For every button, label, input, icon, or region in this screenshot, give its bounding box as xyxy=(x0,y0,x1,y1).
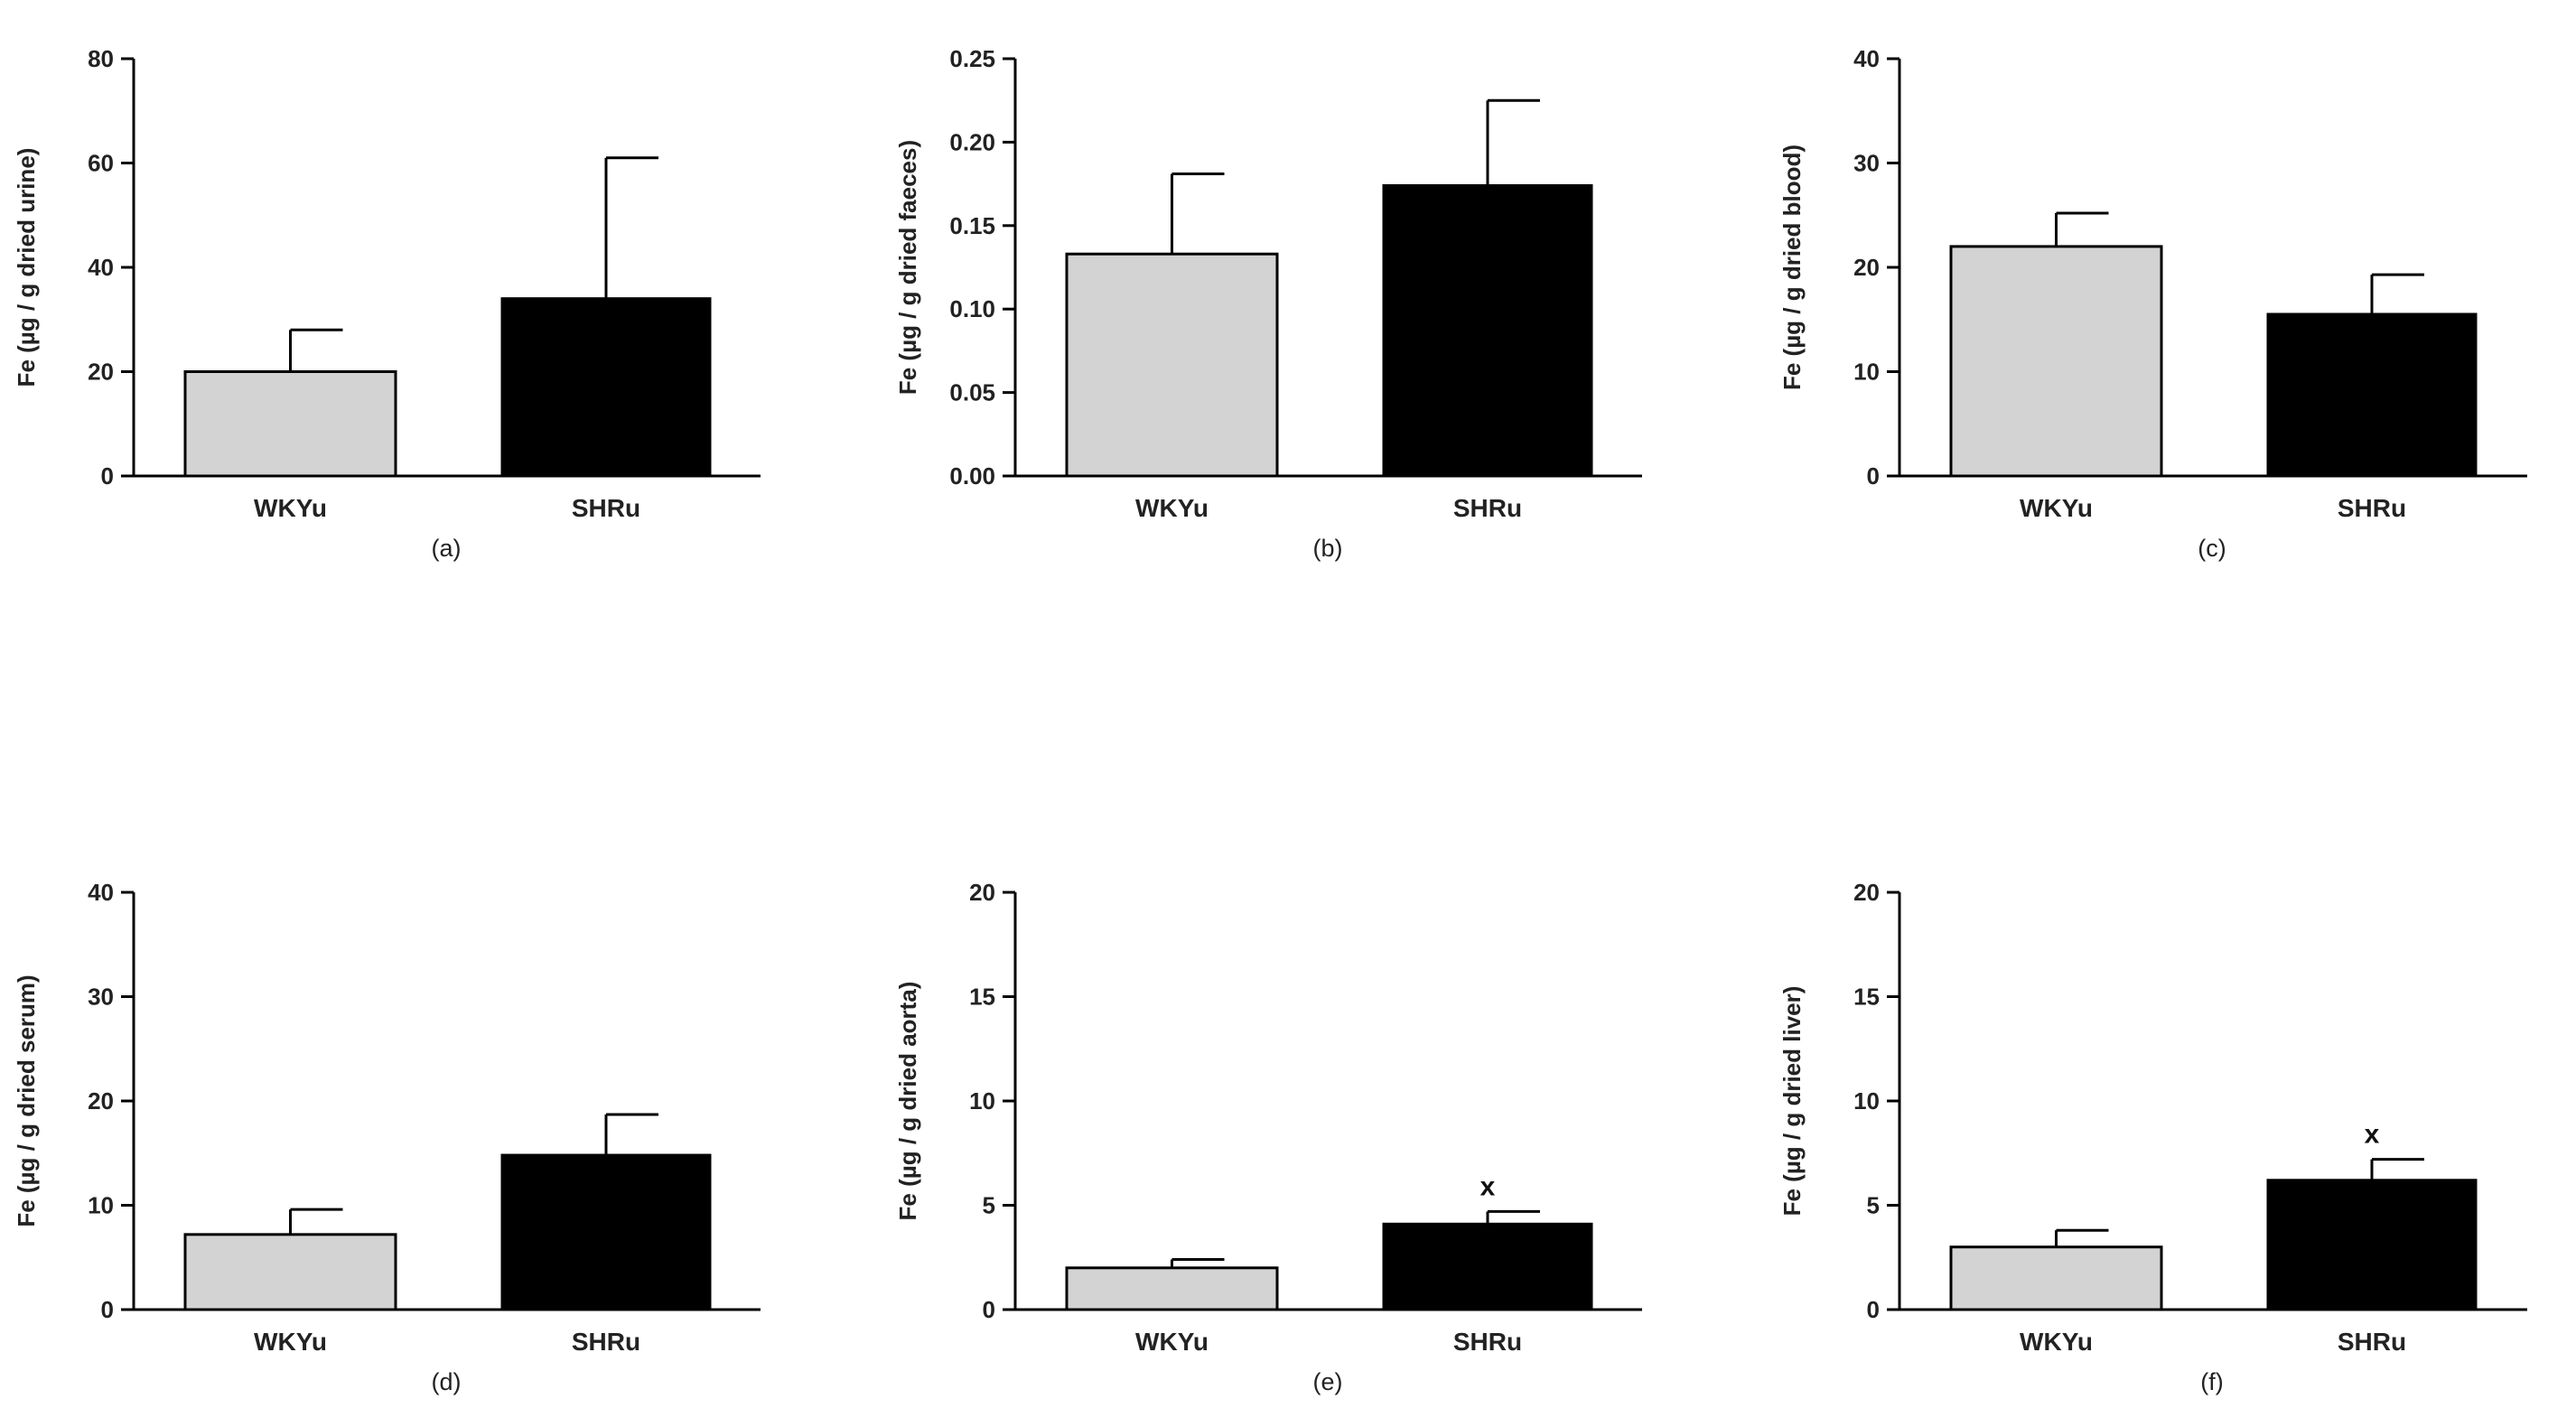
bar-wkyu xyxy=(1949,245,2163,478)
chart-panel-a: 0 20 40 60 80 Fe (µg / g dried urine) WKYu SHRu… xyxy=(13,45,761,562)
y-tick-label: 20 xyxy=(1853,254,1880,281)
x-tick-label: SHRu xyxy=(2338,1328,2406,1356)
significance-mark: x xyxy=(2365,1120,2380,1150)
y-tick-label: 30 xyxy=(1853,150,1880,177)
y-tick-label: 5 xyxy=(983,1192,995,1219)
bar-shru xyxy=(2266,1179,2478,1311)
y-tick-label: 0.25 xyxy=(949,45,995,72)
y-tick-label: 80 xyxy=(88,45,114,72)
bar-shru xyxy=(1382,1222,1593,1311)
y-axis-title: Fe (µg / g dried liver) xyxy=(1778,986,1806,1217)
y-tick-label: 30 xyxy=(88,984,114,1011)
y-tick-label: 10 xyxy=(969,1087,995,1115)
y-tick-label: 60 xyxy=(88,150,114,177)
chart-panel-b: 0.00 0.05 0.10 0.15 0.20 0.25 Fe (µg / g dried… xyxy=(894,45,1642,562)
bar-shru xyxy=(500,297,712,478)
y-tick-label: 20 xyxy=(1853,879,1880,906)
x-tick-label: SHRu xyxy=(2338,494,2406,522)
y-tick-label: 10 xyxy=(1853,359,1880,386)
chart-panel-d: 0 10 20 30 40 Fe (µg / g dried serum) WKYu SHRu… xyxy=(13,879,761,1395)
y-tick-label: 0.00 xyxy=(949,462,995,490)
y-tick-label: 0 xyxy=(1867,1296,1880,1323)
y-tick-label: 0.05 xyxy=(949,379,995,406)
panel-label: (f) xyxy=(2200,1368,2223,1395)
y-tick-label: 20 xyxy=(88,1087,114,1115)
y-tick-label: 0 xyxy=(101,1296,114,1323)
x-tick-label: SHRu xyxy=(1453,494,1522,522)
y-tick-label: 10 xyxy=(88,1192,114,1219)
y-tick-label: 15 xyxy=(1853,984,1880,1011)
y-tick-label: 5 xyxy=(1867,1192,1880,1219)
y-tick-label: 15 xyxy=(969,984,995,1011)
panel-label: (a) xyxy=(432,535,462,562)
x-tick-label: WKYu xyxy=(1135,494,1209,522)
chart-panel-f: 0 5 10 15 20 Fe (µg / g dried liver) WKYu SHRu x… xyxy=(1778,879,2527,1395)
x-tick-label: SHRu xyxy=(1453,1328,1522,1356)
y-tick-label: 40 xyxy=(1853,45,1880,72)
y-tick-label: 0.10 xyxy=(949,295,995,322)
bar-wkyu xyxy=(183,1233,397,1311)
panel-label: (b) xyxy=(1313,535,1343,562)
y-tick-label: 0 xyxy=(1867,462,1880,490)
bar-wkyu xyxy=(1949,1245,2163,1311)
panel-label: (d) xyxy=(432,1368,462,1395)
bar-wkyu xyxy=(1065,252,1279,478)
chart-panel-e: 0 5 10 15 20 Fe (µg / g dried aorta) WKYu SHRu x… xyxy=(894,879,1642,1395)
y-axis-title: Fe (µg / g dried serum) xyxy=(13,975,40,1226)
x-tick-label: SHRu xyxy=(572,494,640,522)
y-tick-label: 10 xyxy=(1853,1087,1880,1115)
y-axis-title: Fe (µg / g dried urine) xyxy=(13,148,40,387)
y-axis-title: Fe (µg / g dried blood) xyxy=(1778,145,1806,390)
bar-shru xyxy=(2266,312,2478,478)
panel-label: (e) xyxy=(1313,1368,1343,1395)
x-tick-label: SHRu xyxy=(572,1328,640,1356)
x-tick-label: WKYu xyxy=(1135,1328,1209,1356)
y-tick-label: 20 xyxy=(88,359,114,386)
bar-wkyu xyxy=(183,370,397,478)
bar-wkyu xyxy=(1065,1266,1279,1311)
y-tick-label: 40 xyxy=(88,879,114,906)
y-tick-label: 0 xyxy=(101,462,114,490)
significance-mark: x xyxy=(1480,1171,1496,1201)
bar-shru xyxy=(500,1153,712,1311)
panel-label: (c) xyxy=(2198,535,2226,562)
y-tick-label: 0.15 xyxy=(949,212,995,239)
x-tick-label: WKYu xyxy=(254,494,327,522)
x-tick-label: WKYu xyxy=(254,1328,327,1356)
y-tick-label: 0 xyxy=(983,1296,995,1323)
y-tick-label: 40 xyxy=(88,254,114,281)
y-axis-title: Fe (µg / g dried aorta) xyxy=(894,982,921,1221)
y-axis-title: Fe (µg / g dried faeces) xyxy=(894,140,921,395)
x-tick-label: WKYu xyxy=(2020,1328,2093,1356)
x-tick-label: WKYu xyxy=(2020,494,2093,522)
y-tick-label: 20 xyxy=(969,879,995,906)
chart-panel-c: 0 10 20 30 40 Fe (µg / g dried blood) WKYu SHRu… xyxy=(1778,45,2527,562)
bar-shru xyxy=(1382,183,1593,478)
y-tick-label: 0.20 xyxy=(949,128,995,155)
